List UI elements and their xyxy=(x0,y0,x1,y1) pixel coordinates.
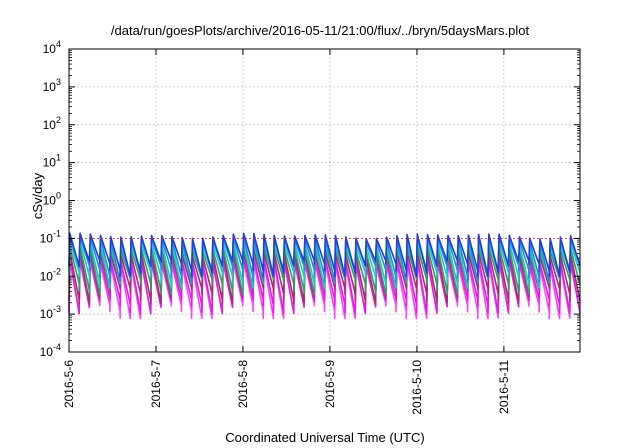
y-tick-label: 104 xyxy=(43,39,61,56)
x-tick-label: 2016-5-11 xyxy=(497,360,511,414)
series-group xyxy=(68,232,581,320)
y-tick-label: 10-1 xyxy=(40,228,61,245)
y-axis: 10-4 10-3 10-2 10-1 100 101 102 103 104 xyxy=(40,39,580,359)
x-tick-label: 2016-5-8 xyxy=(236,360,250,408)
y-tick-label: 102 xyxy=(43,115,61,132)
x-tick-label: 2016-5-6 xyxy=(62,360,76,408)
chart-title: /data/run/goesPlots/archive/2016-05-11/2… xyxy=(111,23,530,38)
y-tick-label: 101 xyxy=(43,153,61,170)
y-tick-label: 100 xyxy=(43,191,61,208)
y-tick-label: 10-4 xyxy=(40,342,61,359)
series-line xyxy=(68,232,581,278)
x-axis-label: Coordinated Universal Time (UTC) xyxy=(225,430,424,445)
x-tick-label: 2016-5-9 xyxy=(323,360,337,408)
y-axis-label: cSv/day xyxy=(30,172,45,219)
y-tick-label: 103 xyxy=(43,77,61,94)
y-tick-label: 10-3 xyxy=(40,304,61,321)
x-tick-label: 2016-5-10 xyxy=(410,360,424,415)
x-axis: 2016-5-6 2016-5-7 2016-5-8 2016-5-9 2016-5-1… xyxy=(62,49,511,415)
y-tick-label: 10-2 xyxy=(40,266,61,283)
x-tick-label: 2016-5-7 xyxy=(149,360,163,408)
